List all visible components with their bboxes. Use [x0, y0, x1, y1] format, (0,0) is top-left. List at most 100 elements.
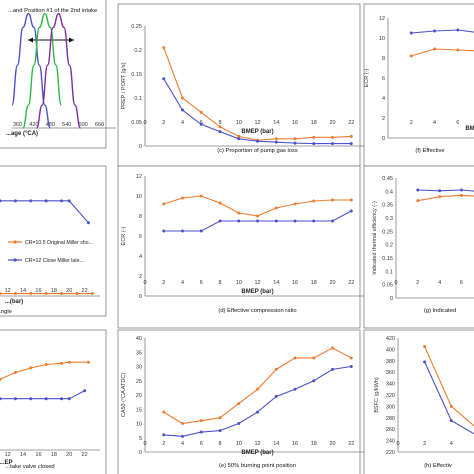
y-tick-label: 4	[139, 254, 142, 260]
x-tick-label: 4	[450, 441, 453, 447]
x-tick-label: 0	[143, 120, 146, 126]
data-point	[60, 199, 64, 203]
y-tick-label: 6	[139, 234, 142, 240]
series-line	[424, 346, 474, 427]
y-tick-label: 0.4	[385, 189, 393, 195]
data-point	[60, 397, 64, 401]
y-tick-label: 0.25	[131, 24, 142, 30]
y-tick-label: 300	[386, 404, 395, 410]
y-tick-label: 400	[386, 347, 395, 353]
data-point	[274, 206, 278, 210]
y-axis-label: PREP / PORT (g/s)	[121, 62, 127, 109]
data-point	[416, 188, 420, 192]
data-point	[29, 199, 33, 203]
legend-label: CR=10.5 Original Miller sho...	[25, 240, 93, 246]
y-tick-label: 340	[386, 382, 395, 388]
data-point	[416, 199, 420, 203]
x-tick-label: 480	[46, 122, 55, 128]
y-tick-label: 0.05	[382, 283, 393, 289]
x-tick-label: 16	[35, 452, 41, 458]
data-point	[293, 141, 297, 145]
panel-caption: ...take valve closed	[5, 464, 54, 470]
x-tick-label: 16	[35, 288, 41, 294]
x-tick-label: 0	[143, 280, 146, 286]
y-tick-label: 2	[139, 274, 142, 280]
data-point	[331, 367, 334, 371]
y-tick-label: 15	[136, 407, 142, 413]
x-tick-label: 20	[329, 120, 335, 126]
y-tick-label: 2	[382, 116, 385, 122]
data-point	[237, 219, 241, 223]
x-tick-label: 20	[329, 280, 335, 286]
x-tick-label: 14	[273, 441, 279, 447]
y-tick-label: 0.35	[382, 203, 393, 209]
data-point	[256, 214, 259, 218]
data-point	[438, 189, 442, 193]
series-1	[416, 188, 474, 193]
arrow-head-left	[28, 37, 33, 43]
data-point	[218, 201, 222, 205]
data-point	[199, 229, 203, 233]
data-point	[13, 370, 17, 374]
data-point	[86, 221, 90, 225]
y-tick-label: 360	[386, 370, 395, 376]
series-2	[423, 360, 474, 435]
series-1	[0, 360, 90, 381]
data-point	[44, 292, 48, 296]
y-tick-label: 380	[386, 359, 395, 365]
series-2	[0, 292, 94, 296]
chart-panel-b: 360 420 480 540 600 660 ...age (°CA) ...and Pos…	[0, 0, 116, 149]
data-point	[331, 219, 334, 223]
x-tick-label: 6	[456, 120, 459, 126]
data-point	[199, 430, 203, 434]
series-2	[409, 47, 474, 58]
data-point	[181, 434, 184, 438]
panel-border	[0, 165, 107, 317]
x-tick-label: 10	[236, 441, 242, 447]
y-tick-label: 0.2	[134, 48, 142, 54]
x-tick-label: 12	[254, 441, 260, 447]
data-point	[293, 387, 297, 391]
data-point	[312, 356, 316, 360]
data-point	[181, 108, 184, 112]
panel-caption: ...ngle	[0, 309, 12, 315]
data-point	[199, 110, 203, 114]
y-tick-label: 35	[136, 350, 142, 356]
data-point	[331, 135, 334, 139]
data-point	[459, 188, 463, 192]
data-point	[13, 199, 17, 203]
data-point	[237, 137, 241, 141]
data-point	[256, 139, 259, 143]
data-point	[218, 416, 222, 420]
panel-caption: (h) Effectiv	[424, 463, 452, 469]
legend-marker	[13, 258, 17, 262]
chart-panel-h: 12 14 16 18 20 22 ...EP...take valve closed	[0, 329, 107, 474]
x-tick-label: 8	[218, 120, 221, 126]
y-tick-label: 4	[382, 96, 385, 102]
x-tick-label: 18	[311, 280, 317, 286]
x-tick-label: 16	[292, 280, 298, 286]
data-point	[409, 31, 413, 35]
x-tick-label: 18	[51, 452, 57, 458]
x-axis-label: BMEP (bar)	[241, 450, 273, 456]
y-tick-label: 10	[379, 36, 385, 42]
y-axis-label: BSFC (g/kWh)	[374, 377, 380, 413]
data-point	[90, 292, 94, 296]
data-point	[199, 194, 203, 198]
data-point	[237, 211, 241, 215]
y-tick-label: 0.1	[385, 269, 393, 275]
data-point	[293, 219, 297, 223]
y-tick-label: 20	[136, 393, 142, 399]
x-tick-label: 540	[62, 122, 71, 128]
data-point	[162, 202, 166, 206]
data-point	[274, 137, 278, 141]
series-1	[162, 194, 353, 218]
data-point	[162, 410, 166, 414]
x-tick-label: 22	[82, 452, 88, 458]
x-axis-label: BMEP (bar)	[241, 289, 273, 295]
panel-caption: (e) 50% burning point position	[219, 463, 296, 469]
data-point	[449, 404, 453, 408]
series-line	[424, 361, 474, 435]
y-tick-label: 0.25	[382, 229, 393, 235]
